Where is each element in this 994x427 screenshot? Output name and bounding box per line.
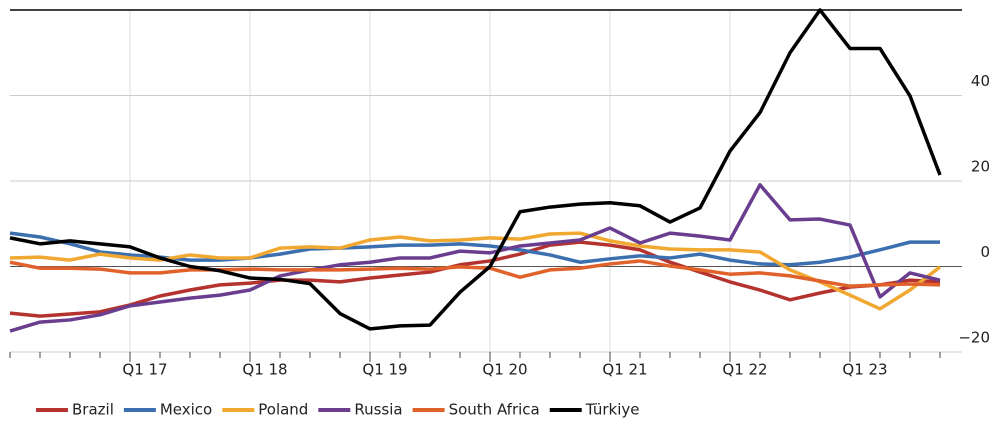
legend-label: Poland (258, 401, 308, 419)
legend-label: Russia (354, 401, 402, 419)
x-tick-label: Q1 21 (602, 361, 647, 379)
y-tick-label: 0 (980, 243, 990, 261)
series-line (9, 8, 942, 331)
y-tick-label: 40 (971, 72, 990, 90)
legend-label: Türkiye (585, 401, 640, 419)
x-tick-label: Q1 20 (482, 361, 527, 379)
y-tick-label: 20 (971, 158, 990, 176)
series-line (9, 183, 941, 333)
legend-label: Mexico (160, 401, 212, 419)
legend-label: South Africa (449, 401, 540, 419)
x-tick-label: Q1 22 (722, 361, 767, 379)
series-line (9, 240, 941, 318)
x-tick-label: Q1 17 (122, 361, 167, 379)
x-tick-label: Q1 19 (362, 361, 407, 379)
legend-label: Brazil (72, 401, 114, 419)
series-line (9, 259, 941, 288)
y-tick-label: −20 (958, 329, 990, 347)
x-tick-label: Q1 23 (842, 361, 887, 379)
x-tick-label: Q1 18 (242, 361, 287, 379)
